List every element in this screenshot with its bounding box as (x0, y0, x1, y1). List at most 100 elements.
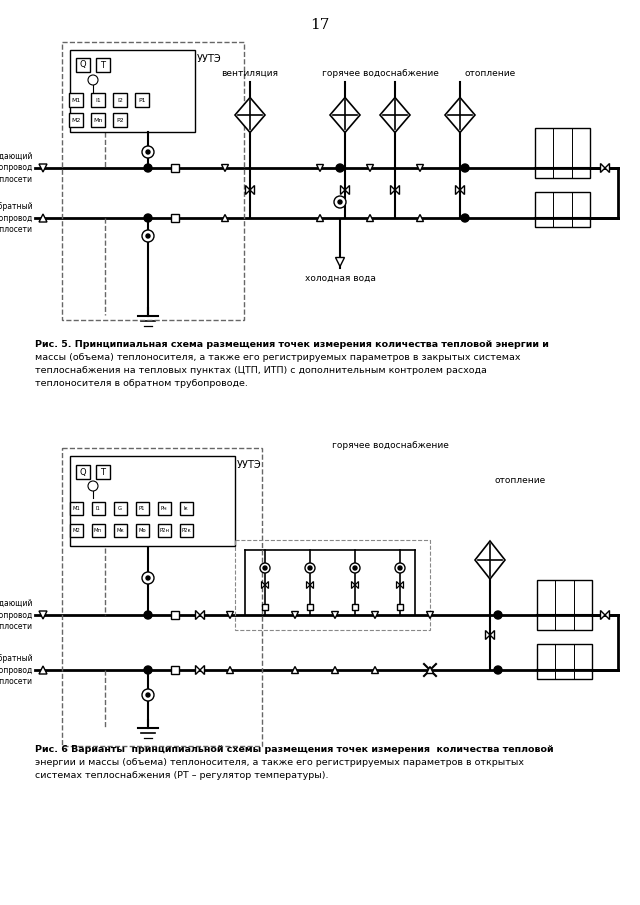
Bar (262, 604, 268, 610)
Bar (537, 644, 592, 679)
Text: G: G (118, 506, 122, 510)
Polygon shape (200, 611, 205, 620)
Text: подающий
трубопровод
теплосети: подающий трубопровод теплосети (0, 599, 33, 632)
Bar (96, 58, 110, 72)
Circle shape (305, 563, 315, 573)
Polygon shape (227, 612, 234, 618)
Text: холодная вода: холодная вода (305, 273, 376, 282)
Bar (113, 501, 127, 515)
Polygon shape (490, 631, 495, 640)
Polygon shape (332, 666, 339, 673)
Polygon shape (600, 611, 605, 620)
Polygon shape (600, 164, 605, 173)
Circle shape (146, 693, 150, 697)
Bar (91, 93, 105, 107)
Bar (535, 128, 590, 178)
Circle shape (461, 214, 469, 222)
Bar (62, 42, 244, 320)
Circle shape (142, 572, 154, 584)
Polygon shape (486, 631, 490, 640)
Circle shape (336, 164, 344, 172)
Bar (113, 523, 127, 537)
Polygon shape (39, 164, 47, 172)
Polygon shape (200, 665, 205, 674)
Text: T: T (100, 468, 106, 477)
Circle shape (308, 566, 312, 570)
Polygon shape (390, 186, 395, 195)
Bar (136, 523, 148, 537)
Polygon shape (605, 611, 609, 620)
Polygon shape (400, 582, 403, 588)
Polygon shape (221, 165, 228, 172)
Circle shape (146, 576, 150, 580)
Polygon shape (460, 186, 465, 195)
Text: Q: Q (80, 61, 86, 70)
Polygon shape (445, 98, 475, 132)
Text: обратный
трубопровод
теплосети: обратный трубопровод теплосети (0, 653, 33, 686)
Polygon shape (395, 186, 399, 195)
Polygon shape (605, 164, 609, 173)
Circle shape (263, 566, 267, 570)
Bar (113, 93, 127, 107)
Bar (136, 501, 148, 515)
Polygon shape (262, 582, 265, 588)
Bar (179, 523, 193, 537)
Polygon shape (317, 165, 323, 172)
Bar (535, 192, 590, 227)
Polygon shape (39, 666, 47, 674)
Polygon shape (351, 582, 355, 588)
Bar (171, 666, 179, 674)
Polygon shape (39, 214, 47, 222)
Circle shape (398, 566, 402, 570)
Polygon shape (456, 186, 460, 195)
Bar (135, 93, 149, 107)
Text: УУТЭ: УУТЭ (197, 54, 221, 64)
Polygon shape (340, 186, 345, 195)
Polygon shape (426, 612, 433, 618)
Text: P2к: P2к (181, 528, 191, 532)
Polygon shape (355, 582, 358, 588)
Bar (537, 580, 592, 630)
Polygon shape (332, 612, 339, 618)
Bar (113, 113, 127, 127)
Text: M1: M1 (72, 506, 80, 510)
Circle shape (494, 666, 502, 674)
Bar (69, 113, 83, 127)
Polygon shape (235, 98, 265, 132)
Polygon shape (291, 612, 298, 618)
Polygon shape (195, 665, 200, 674)
Polygon shape (39, 611, 47, 619)
Bar (70, 50, 195, 132)
Polygon shape (195, 611, 200, 620)
Polygon shape (371, 612, 378, 618)
Circle shape (142, 146, 154, 158)
Text: вентиляция: вентиляция (221, 69, 278, 78)
Text: P1: P1 (139, 506, 145, 510)
Text: I1: I1 (95, 506, 100, 510)
Text: горячее водоснабжение: горячее водоснабжение (332, 441, 449, 450)
Bar (235, 540, 430, 630)
Text: теплоснабжения на тепловых пунктах (ЦТП, ИТП) с дополнительным контролем расхода: теплоснабжения на тепловых пунктах (ЦТП,… (35, 366, 487, 375)
Text: подающий
трубопровод
теплосети: подающий трубопровод теплосети (0, 152, 33, 185)
Bar (70, 501, 83, 515)
Bar (397, 604, 403, 610)
Bar (307, 604, 313, 610)
Polygon shape (345, 186, 349, 195)
Polygon shape (367, 214, 374, 222)
Circle shape (338, 200, 342, 204)
Text: отопление: отопление (465, 69, 516, 78)
Text: Pн: Pн (161, 506, 167, 510)
Circle shape (350, 563, 360, 573)
Text: M1: M1 (72, 98, 81, 102)
Text: Мп: Мп (94, 528, 102, 532)
Text: Q: Q (80, 468, 86, 477)
Circle shape (353, 566, 357, 570)
Text: горячее водоснабжение: горячее водоснабжение (321, 69, 438, 78)
Text: P1: P1 (138, 98, 146, 102)
Polygon shape (227, 666, 234, 673)
Polygon shape (426, 666, 433, 673)
Polygon shape (265, 582, 269, 588)
Circle shape (461, 164, 469, 172)
Circle shape (494, 611, 502, 619)
Bar (76, 58, 90, 72)
